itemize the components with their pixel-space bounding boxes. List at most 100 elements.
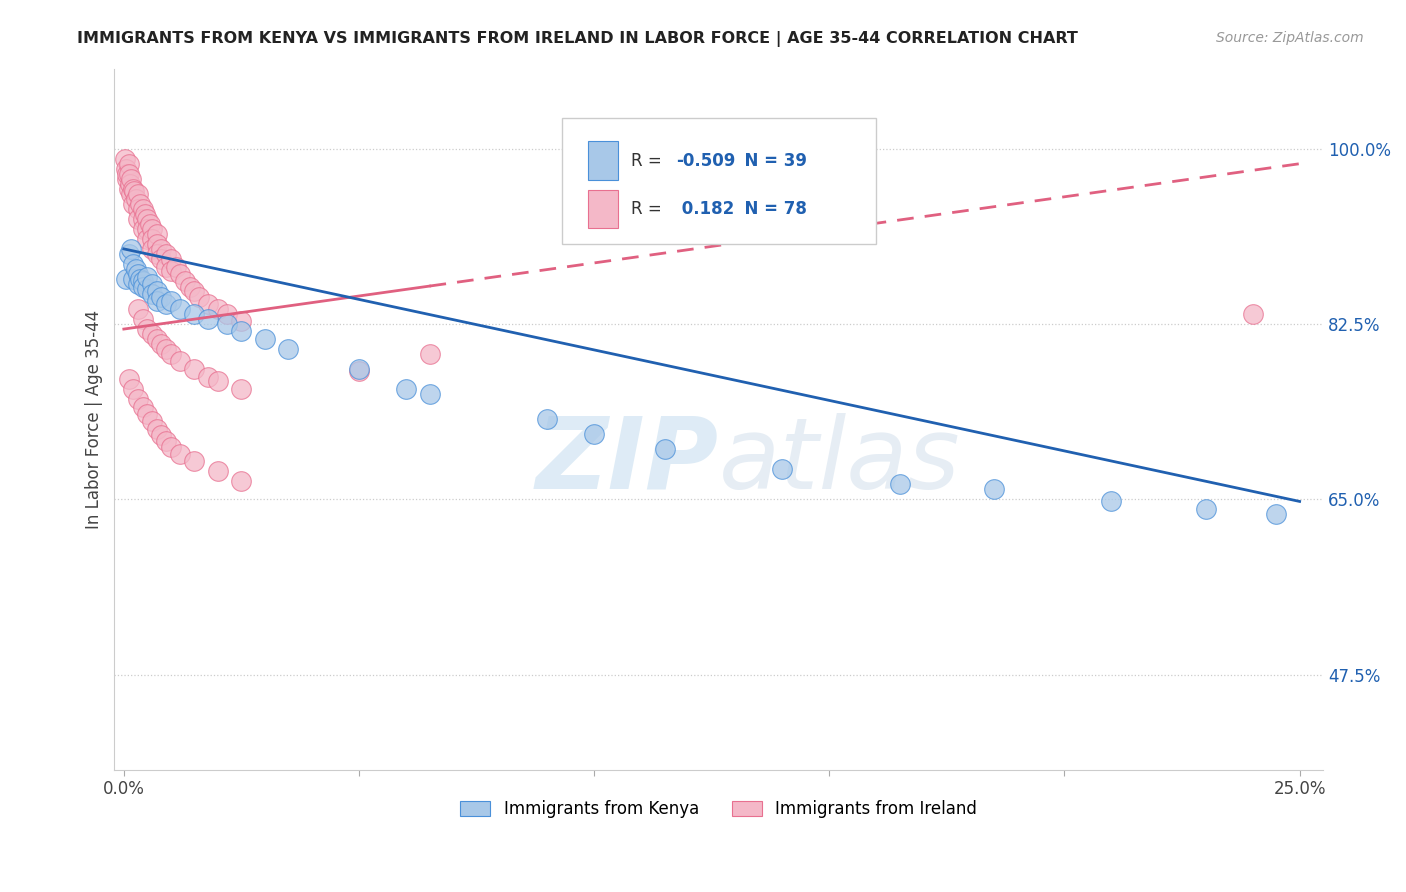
Point bbox=[141, 222, 163, 236]
Point bbox=[155, 247, 177, 261]
Point bbox=[197, 312, 219, 326]
Point bbox=[418, 347, 440, 361]
Point bbox=[141, 327, 163, 342]
Point bbox=[120, 242, 142, 256]
Point bbox=[117, 182, 139, 196]
Point bbox=[183, 454, 205, 468]
Point bbox=[115, 171, 138, 186]
Point bbox=[136, 211, 159, 226]
Point bbox=[124, 192, 146, 206]
Point bbox=[174, 274, 197, 288]
Text: IMMIGRANTS FROM KENYA VS IMMIGRANTS FROM IRELAND IN LABOR FORCE | AGE 35-44 CORR: IMMIGRANTS FROM KENYA VS IMMIGRANTS FROM… bbox=[77, 31, 1078, 47]
Point bbox=[127, 186, 149, 201]
Point bbox=[418, 387, 440, 401]
FancyBboxPatch shape bbox=[588, 141, 619, 180]
Point bbox=[217, 307, 239, 321]
Point bbox=[136, 322, 159, 336]
Point bbox=[122, 196, 145, 211]
Point bbox=[127, 301, 149, 316]
Point bbox=[134, 207, 156, 221]
Text: R =: R = bbox=[630, 200, 666, 218]
Point bbox=[131, 280, 153, 294]
Point bbox=[122, 182, 145, 196]
Text: N = 39: N = 39 bbox=[734, 152, 807, 169]
Point bbox=[118, 167, 141, 181]
Text: -0.509: -0.509 bbox=[676, 152, 735, 169]
Point bbox=[131, 401, 153, 415]
Point bbox=[1101, 494, 1123, 508]
Point bbox=[1241, 307, 1264, 321]
Point bbox=[150, 252, 173, 266]
Point bbox=[207, 374, 229, 388]
Point bbox=[114, 152, 136, 166]
Text: atlas: atlas bbox=[718, 413, 960, 510]
Point bbox=[115, 161, 138, 176]
Point bbox=[183, 307, 205, 321]
Point bbox=[160, 347, 183, 361]
Point bbox=[277, 342, 299, 356]
Point bbox=[347, 362, 370, 376]
Point bbox=[145, 247, 167, 261]
Point bbox=[131, 202, 153, 216]
Point bbox=[231, 382, 253, 396]
Point bbox=[1265, 508, 1288, 522]
Point bbox=[583, 427, 606, 442]
Point bbox=[120, 186, 142, 201]
Point bbox=[117, 247, 139, 261]
Point bbox=[983, 483, 1005, 497]
Text: Source: ZipAtlas.com: Source: ZipAtlas.com bbox=[1216, 31, 1364, 45]
Point bbox=[127, 202, 149, 216]
Point bbox=[155, 260, 177, 274]
Point bbox=[253, 332, 276, 346]
Point bbox=[231, 324, 253, 338]
Point bbox=[207, 464, 229, 478]
Point bbox=[395, 382, 418, 396]
Point bbox=[150, 290, 173, 304]
Point bbox=[131, 211, 153, 226]
Point bbox=[141, 287, 163, 301]
Point bbox=[115, 167, 138, 181]
Point bbox=[160, 252, 183, 266]
Point bbox=[188, 290, 211, 304]
Point bbox=[1194, 502, 1216, 516]
Point bbox=[122, 382, 145, 396]
Point bbox=[141, 277, 163, 291]
Point bbox=[117, 157, 139, 171]
Point bbox=[145, 284, 167, 298]
Point bbox=[169, 267, 191, 281]
Point bbox=[347, 364, 370, 378]
Point bbox=[145, 422, 167, 436]
Text: ZIP: ZIP bbox=[536, 413, 718, 510]
Point bbox=[155, 434, 177, 449]
Point bbox=[197, 370, 219, 384]
Point bbox=[207, 301, 229, 316]
Point bbox=[145, 236, 167, 251]
Point bbox=[160, 293, 183, 308]
Text: N = 78: N = 78 bbox=[734, 200, 807, 218]
Point bbox=[155, 297, 177, 311]
Point bbox=[654, 442, 676, 457]
Point bbox=[770, 462, 793, 476]
Point bbox=[160, 440, 183, 454]
Point bbox=[197, 297, 219, 311]
Point bbox=[165, 260, 187, 274]
Point bbox=[136, 407, 159, 421]
Point bbox=[150, 242, 173, 256]
Point bbox=[122, 184, 145, 198]
Point bbox=[150, 428, 173, 442]
Point bbox=[141, 232, 163, 246]
Text: 0.182: 0.182 bbox=[676, 200, 735, 218]
Point bbox=[231, 314, 253, 328]
Point bbox=[217, 317, 239, 331]
Point bbox=[231, 475, 253, 489]
Point bbox=[131, 274, 153, 288]
Point bbox=[131, 222, 153, 236]
Point bbox=[145, 332, 167, 346]
Point bbox=[536, 412, 558, 426]
Point bbox=[117, 372, 139, 386]
Point bbox=[183, 362, 205, 376]
Point bbox=[131, 312, 153, 326]
Point bbox=[150, 337, 173, 351]
Point bbox=[141, 242, 163, 256]
Y-axis label: In Labor Force | Age 35-44: In Labor Force | Age 35-44 bbox=[86, 310, 103, 529]
